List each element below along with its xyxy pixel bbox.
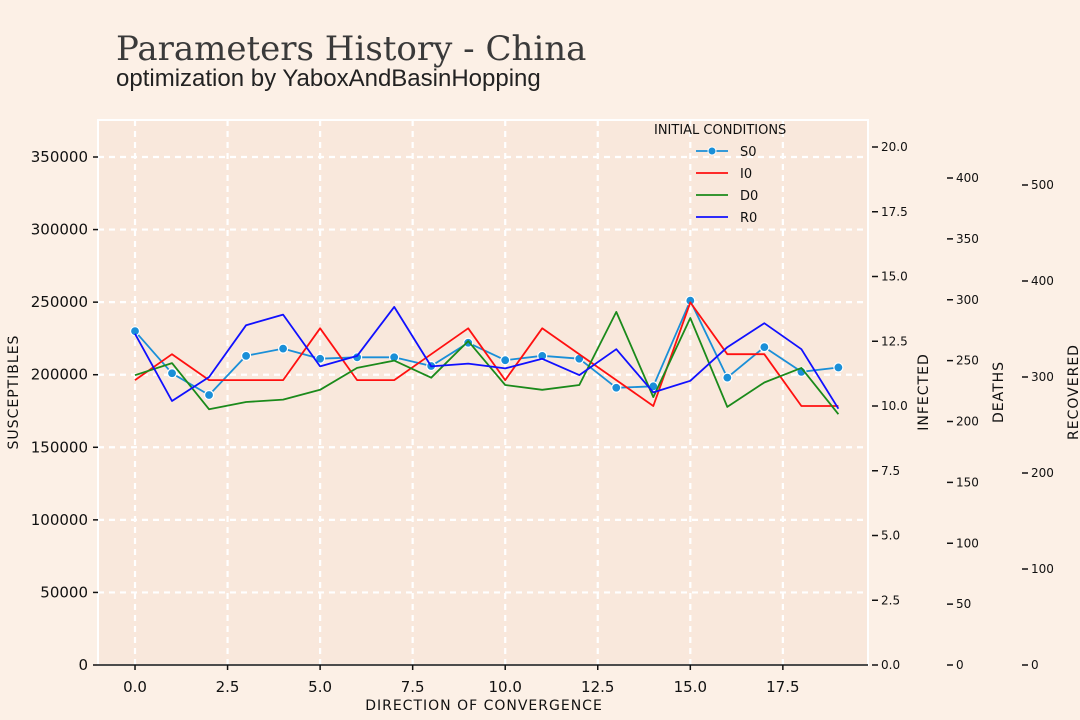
data-point-s0 <box>834 363 843 372</box>
y-tick-label-susceptibles: 300000 <box>31 221 88 239</box>
y-tick-label-deaths: 300 <box>956 293 979 307</box>
y-tick-label-susceptibles: 0 <box>78 656 88 674</box>
x-tick-label: 2.5 <box>216 678 240 696</box>
chart-subtitle: optimization by YaboxAndBasinHopping <box>116 65 541 92</box>
x-tick-label: 0.0 <box>123 678 147 696</box>
y-tick-label-susceptibles: 250000 <box>31 293 88 311</box>
y-tick-label-susceptibles: 350000 <box>31 148 88 166</box>
data-point-s0 <box>723 373 732 382</box>
y-tick-label-recovered: 300 <box>1031 370 1054 384</box>
y-tick-label-infected: 7.5 <box>881 464 900 478</box>
y-tick-label-infected: 20.0 <box>881 140 908 154</box>
y-tick-label-deaths: 0 <box>956 658 964 672</box>
chart-title: Parameters History - China <box>116 29 586 69</box>
y-tick-label-deaths: 150 <box>956 475 979 489</box>
y-tick-label-susceptibles: 200000 <box>31 366 88 384</box>
legend-label-i0: I0 <box>740 167 752 182</box>
legend-title: INITIAL CONDITIONS <box>654 123 786 138</box>
y-tick-label-infected: 5.0 <box>881 529 900 543</box>
y-tick-label-infected: 17.5 <box>881 205 908 219</box>
y-tick-label-infected: 2.5 <box>881 593 900 607</box>
data-point-s0 <box>242 351 251 360</box>
x-tick-label: 12.5 <box>581 678 614 696</box>
data-point-s0 <box>205 391 214 400</box>
y-tick-label-deaths: 350 <box>956 232 979 246</box>
legend-label-d0: D0 <box>740 189 758 204</box>
y-tick-label-deaths: 200 <box>956 415 979 429</box>
legend-label-s0: S0 <box>740 145 757 160</box>
y-tick-label-infected: 12.5 <box>881 334 908 348</box>
y-tick-label-infected: 10.0 <box>881 399 908 413</box>
y-tick-label-deaths: 400 <box>956 171 979 185</box>
y-tick-label-deaths: 50 <box>956 597 971 611</box>
y-tick-label-deaths: 250 <box>956 354 979 368</box>
y-tick-label-recovered: 200 <box>1031 466 1054 480</box>
data-point-s0 <box>168 369 177 378</box>
x-tick-label: 5.0 <box>308 678 332 696</box>
y-tick-label-recovered: 500 <box>1031 178 1054 192</box>
y-tick-label-susceptibles: 100000 <box>31 511 88 529</box>
legend-label-r0: R0 <box>740 211 757 226</box>
y-tick-label-susceptibles: 50000 <box>40 583 88 601</box>
x-axis-label: DIRECTION OF CONVERGENCE <box>365 698 603 714</box>
x-tick-label: 15.0 <box>674 678 707 696</box>
y-axis-label-recovered: RECOVERED <box>1066 344 1080 440</box>
y-axis-label-deaths: DEATHS <box>991 361 1007 423</box>
y-tick-label-recovered: 400 <box>1031 274 1054 288</box>
legend-marker-s0 <box>708 147 716 155</box>
data-point-s0 <box>501 356 510 365</box>
x-tick-label: 10.0 <box>489 678 522 696</box>
x-tick-label: 17.5 <box>766 678 799 696</box>
y-tick-label-deaths: 100 <box>956 536 979 550</box>
y-tick-label-susceptibles: 150000 <box>31 438 88 456</box>
y-tick-label-recovered: 100 <box>1031 562 1054 576</box>
data-point-s0 <box>612 383 621 392</box>
data-point-s0 <box>279 344 288 353</box>
y-axis-label-susceptibles: SUSCEPTIBLES <box>6 335 22 450</box>
y-tick-label-infected: 15.0 <box>881 270 908 284</box>
y-tick-label-infected: 0.0 <box>881 658 900 672</box>
y-tick-label-recovered: 0 <box>1031 658 1039 672</box>
data-point-s0 <box>760 343 769 352</box>
y-axis-label-infected: INFECTED <box>916 353 932 430</box>
x-tick-label: 7.5 <box>401 678 425 696</box>
